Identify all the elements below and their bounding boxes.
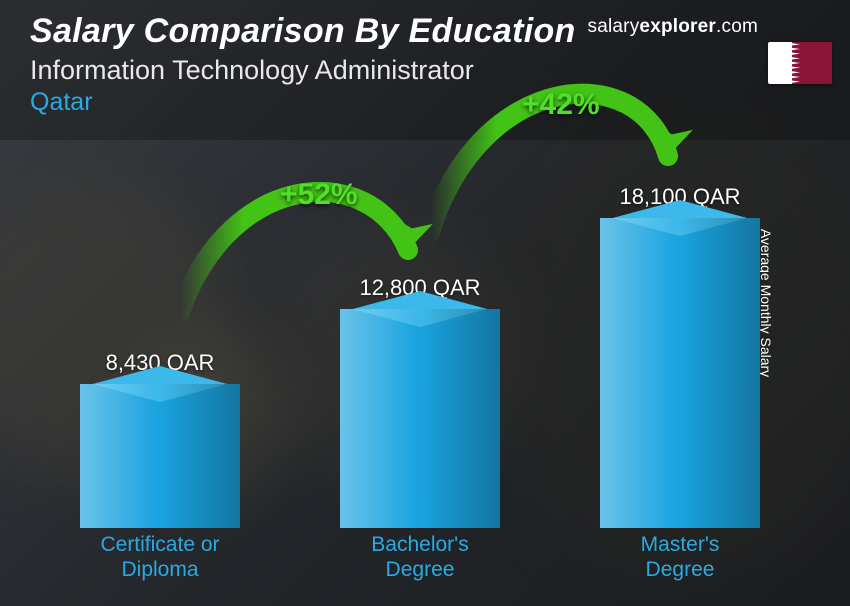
flag-serration: [784, 42, 800, 84]
qatar-flag-icon: [768, 42, 832, 84]
percent-increase-badge: +52%: [280, 178, 358, 212]
chart-country: Qatar: [30, 88, 820, 117]
flag-white-band: [768, 42, 792, 84]
bar-slot: 12,800 QAR: [310, 275, 530, 528]
brand-prefix: salary: [588, 16, 640, 37]
x-axis-label: Certificate orDiploma: [50, 532, 270, 586]
brand-suffix: explorer: [639, 16, 716, 37]
x-axis-label: Bachelor'sDegree: [310, 532, 530, 586]
brand-watermark: salaryexplorer.com: [588, 16, 758, 38]
bars-container: 8,430 QAR12,800 QAR18,100 QAR: [50, 160, 790, 528]
brand-domain: .com: [716, 16, 758, 37]
bar-slot: 18,100 QAR: [570, 184, 790, 528]
infographic-canvas: Salary Comparison By Education Informati…: [0, 0, 850, 606]
x-axis-label: Master'sDegree: [570, 532, 790, 586]
bar-front-face: [340, 309, 500, 528]
bar-front-face: [600, 218, 760, 528]
bar: [340, 309, 500, 528]
bar: [80, 384, 240, 528]
bar-slot: 8,430 QAR: [50, 350, 270, 528]
x-axis-labels: Certificate orDiploma Bachelor'sDegree Mas…: [50, 532, 790, 586]
chart-subtitle: Information Technology Administrator: [30, 55, 820, 86]
percent-increase-badge: +42%: [522, 88, 600, 122]
bar: [600, 218, 760, 528]
bar-front-face: [80, 384, 240, 528]
bar-chart: 8,430 QAR12,800 QAR18,100 QAR Certificat…: [50, 160, 790, 586]
